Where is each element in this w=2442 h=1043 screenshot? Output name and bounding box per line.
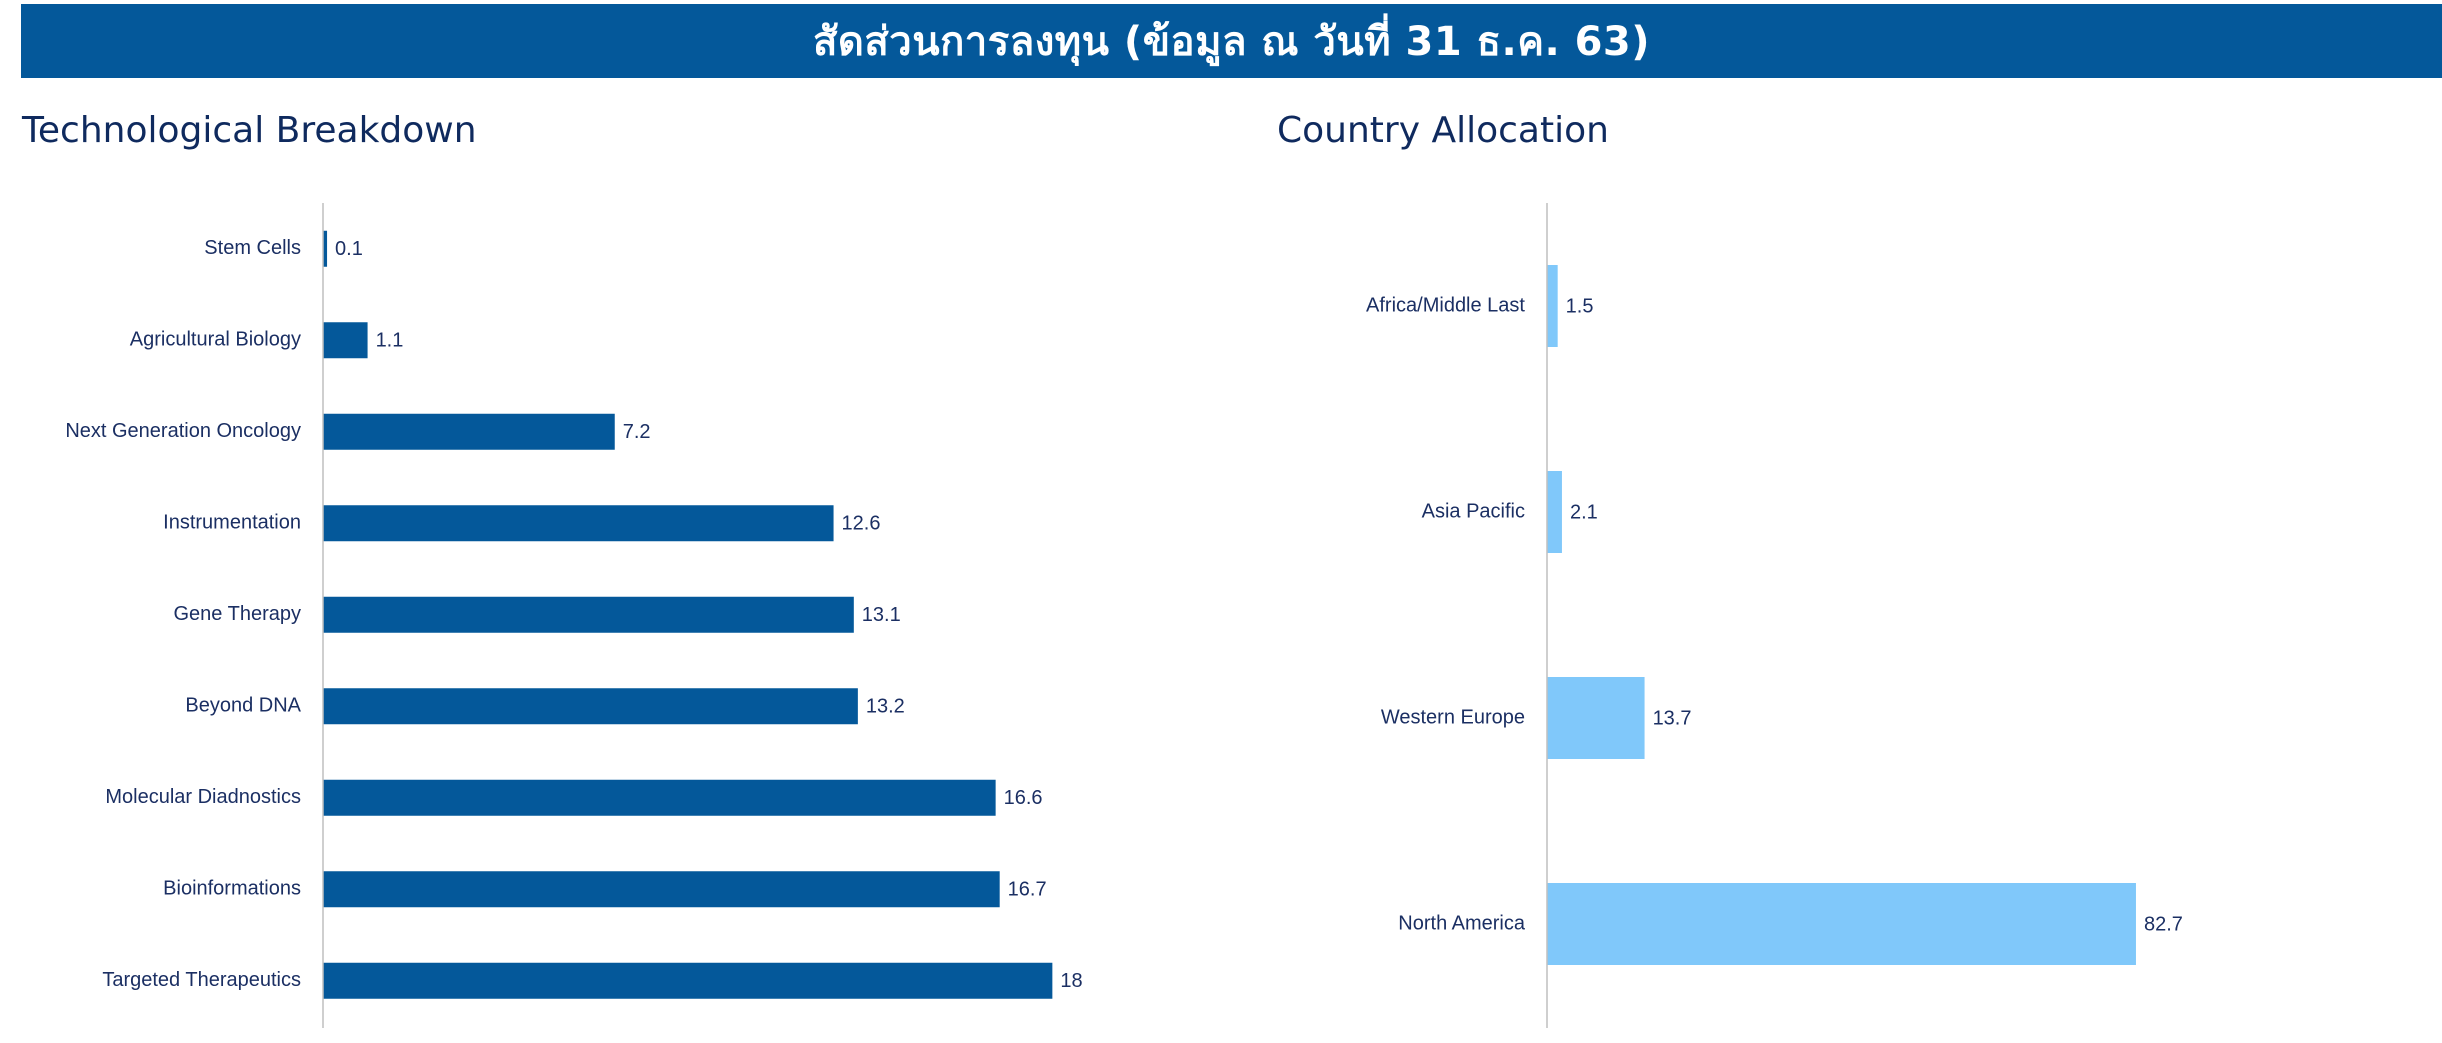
technological-breakdown-title: Technological Breakdown: [22, 110, 477, 151]
category-label-gene-therapy: Gene Therapy: [174, 603, 302, 625]
bar-western-europe: [1547, 677, 1645, 759]
value-label-western-europe: 13.7: [1653, 707, 1692, 729]
bar-targeted-therapeutics: [323, 962, 1053, 999]
category-label-bioinformations: Bioinformations: [163, 878, 301, 900]
value-label-targeted-therapeutics: 18: [1060, 970, 1082, 992]
value-label-molecular-diadnostics: 16.6: [1004, 787, 1043, 809]
value-label-agricultural-biology: 1.1: [376, 330, 404, 352]
category-label-molecular-diadnostics: Molecular Diadnostics: [105, 786, 301, 808]
category-label-north-america: North America: [1398, 912, 1526, 934]
header-banner: สัดส่วนการลงทุน (ข้อมูล ณ วันที่ 31 ธ.ค.…: [21, 4, 2442, 78]
bar-molecular-diadnostics: [323, 779, 996, 816]
category-label-agricultural-biology: Agricultural Biology: [130, 329, 301, 351]
value-label-gene-therapy: 13.1: [862, 604, 901, 626]
value-label-africa-middle-last: 1.5: [1566, 295, 1594, 317]
category-label-instrumentation: Instrumentation: [163, 512, 301, 534]
bar-next-generation-oncology: [323, 413, 615, 450]
bar-bioinformations: [323, 871, 1000, 908]
value-label-stem-cells: 0.1: [335, 238, 363, 260]
technological-breakdown-chart: Stem Cells 0.1 Agricultural Biology 1.1 Next…: [65, 203, 1083, 1028]
value-label-asia-pacific: 2.1: [1570, 501, 1598, 523]
value-label-north-america: 82.7: [2144, 913, 2183, 935]
category-label-stem-cells: Stem Cells: [204, 237, 301, 259]
category-label-asia-pacific: Asia Pacific: [1422, 500, 1525, 522]
bar-stem-cells: [323, 230, 328, 267]
category-label-targeted-therapeutics: Targeted Therapeutics: [102, 969, 301, 991]
bar-agricultural-biology: [323, 322, 368, 359]
value-label-bioinformations: 16.7: [1008, 879, 1047, 901]
bar-africa-middle-last: [1547, 265, 1558, 347]
value-label-beyond-dna: 13.2: [866, 696, 905, 718]
bar-instrumentation: [323, 505, 834, 542]
category-label-beyond-dna: Beyond DNA: [185, 695, 301, 717]
bar-north-america: [1547, 883, 2136, 965]
country-allocation-title: Country Allocation: [1277, 110, 1609, 151]
value-label-instrumentation: 12.6: [842, 513, 881, 535]
category-label-next-generation-oncology: Next Generation Oncology: [65, 420, 301, 442]
value-label-next-generation-oncology: 7.2: [623, 421, 651, 443]
country-allocation-chart: Africa/Middle Last 1.5 Asia Pacific 2.1 West…: [1366, 203, 2183, 1028]
category-label-western-europe: Western Europe: [1381, 706, 1525, 728]
bar-gene-therapy: [323, 596, 854, 633]
bar-asia-pacific: [1547, 471, 1562, 553]
page-title: สัดส่วนการลงทุน (ข้อมูล ณ วันที่ 31 ธ.ค.…: [812, 19, 1651, 65]
bar-beyond-dna: [323, 688, 858, 725]
category-label-africa-middle-last: Africa/Middle Last: [1366, 294, 1525, 316]
